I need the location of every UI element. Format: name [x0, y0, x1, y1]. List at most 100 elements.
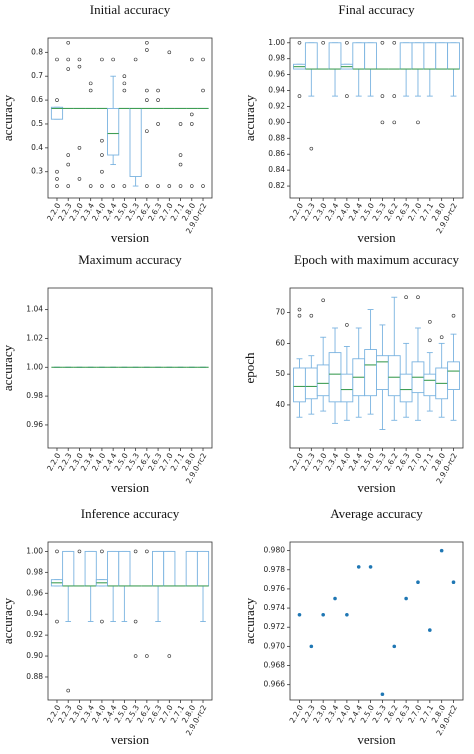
flier — [392, 120, 397, 125]
y-tick-label: 0.98 — [268, 54, 285, 63]
flier — [66, 40, 71, 45]
y-tick-label: 50 — [275, 369, 285, 378]
chart-title: Final accuracy — [338, 2, 415, 17]
box — [163, 550, 176, 587]
y-tick-label: 0.6 — [31, 95, 43, 104]
point — [297, 612, 302, 617]
box — [399, 42, 413, 70]
box — [84, 550, 97, 587]
flier — [145, 549, 149, 554]
flier — [428, 338, 432, 343]
flier — [345, 40, 349, 45]
chart-title: Epoch with maximum accuracy — [294, 252, 459, 267]
flier — [77, 64, 82, 69]
box — [196, 550, 210, 587]
point — [356, 565, 361, 569]
y-tick-label: 0.7 — [31, 71, 43, 80]
flier — [111, 57, 115, 62]
y-tick-label: 0.86 — [268, 149, 285, 158]
flier — [416, 120, 420, 125]
point — [333, 596, 337, 601]
y-tick-label: 0.4 — [31, 143, 43, 152]
flier — [189, 57, 194, 62]
box — [152, 550, 165, 587]
y-axis-label: accuracy — [0, 344, 15, 391]
flier — [100, 169, 104, 174]
box — [328, 42, 342, 70]
flier — [145, 129, 149, 133]
box — [340, 373, 354, 403]
y-tick-label: 0.88 — [268, 133, 285, 142]
box — [62, 550, 75, 587]
y-tick-label: 0.96 — [268, 70, 285, 79]
flier — [428, 320, 432, 324]
y-tick-label: 0.3 — [31, 167, 43, 176]
y-tick-label: 0.5 — [31, 119, 43, 128]
flier — [201, 184, 205, 188]
y-tick-label: 0.972 — [264, 622, 286, 631]
flier — [122, 184, 127, 188]
flier — [439, 335, 444, 340]
flier — [77, 146, 82, 150]
flier — [77, 177, 82, 181]
y-tick-label: 0.8 — [31, 47, 43, 56]
flier — [55, 177, 59, 181]
y-tick-label: 60 — [275, 338, 285, 347]
flier — [100, 57, 104, 62]
point — [392, 644, 397, 649]
box — [447, 361, 460, 390]
flier — [55, 619, 59, 624]
flier — [297, 313, 302, 318]
y-tick-label: 0.976 — [264, 584, 286, 593]
box — [411, 42, 425, 70]
flier — [380, 40, 385, 45]
flier — [66, 162, 71, 167]
box — [423, 373, 437, 397]
flier — [100, 153, 104, 157]
flier — [55, 57, 59, 62]
y-tick-label: 0.968 — [264, 661, 286, 670]
box — [352, 42, 366, 70]
flier — [345, 94, 349, 98]
box — [107, 107, 120, 156]
y-tick-label: 0.98 — [26, 567, 43, 576]
y-tick-label: 1.02 — [26, 333, 43, 342]
box — [364, 42, 377, 70]
flier — [77, 549, 82, 554]
x-axis-label: version — [357, 230, 396, 245]
flier — [77, 57, 82, 62]
y-tick-label: 0.94 — [268, 86, 285, 95]
flier — [321, 298, 325, 303]
point — [451, 580, 456, 585]
flier — [380, 94, 385, 98]
x-axis-label: version — [357, 480, 396, 495]
flier — [88, 81, 93, 86]
box — [364, 349, 377, 397]
y-tick-label: 0.966 — [264, 680, 286, 689]
flier — [66, 57, 71, 62]
y-tick-label: 0.84 — [268, 165, 285, 174]
flier — [167, 184, 172, 188]
flier — [156, 98, 160, 102]
flier — [111, 184, 115, 188]
point — [321, 612, 325, 617]
flier — [416, 295, 420, 300]
y-tick-label: 70 — [275, 308, 285, 317]
y-tick-label: 0.92 — [268, 101, 285, 110]
flier — [309, 313, 314, 318]
point — [404, 596, 408, 601]
y-tick-label: 0.980 — [264, 546, 286, 555]
plot-frame — [289, 541, 464, 701]
box — [399, 373, 413, 403]
flier — [145, 98, 149, 102]
y-tick-label: 0.88 — [26, 672, 43, 681]
flier — [55, 549, 59, 554]
y-tick-label: 0.92 — [26, 630, 43, 639]
flier — [345, 323, 349, 327]
plot-frame — [289, 287, 464, 449]
flier — [66, 67, 71, 71]
point — [380, 692, 385, 697]
flier — [122, 81, 127, 86]
chart-title: Average accuracy — [330, 506, 423, 521]
box — [423, 42, 437, 70]
